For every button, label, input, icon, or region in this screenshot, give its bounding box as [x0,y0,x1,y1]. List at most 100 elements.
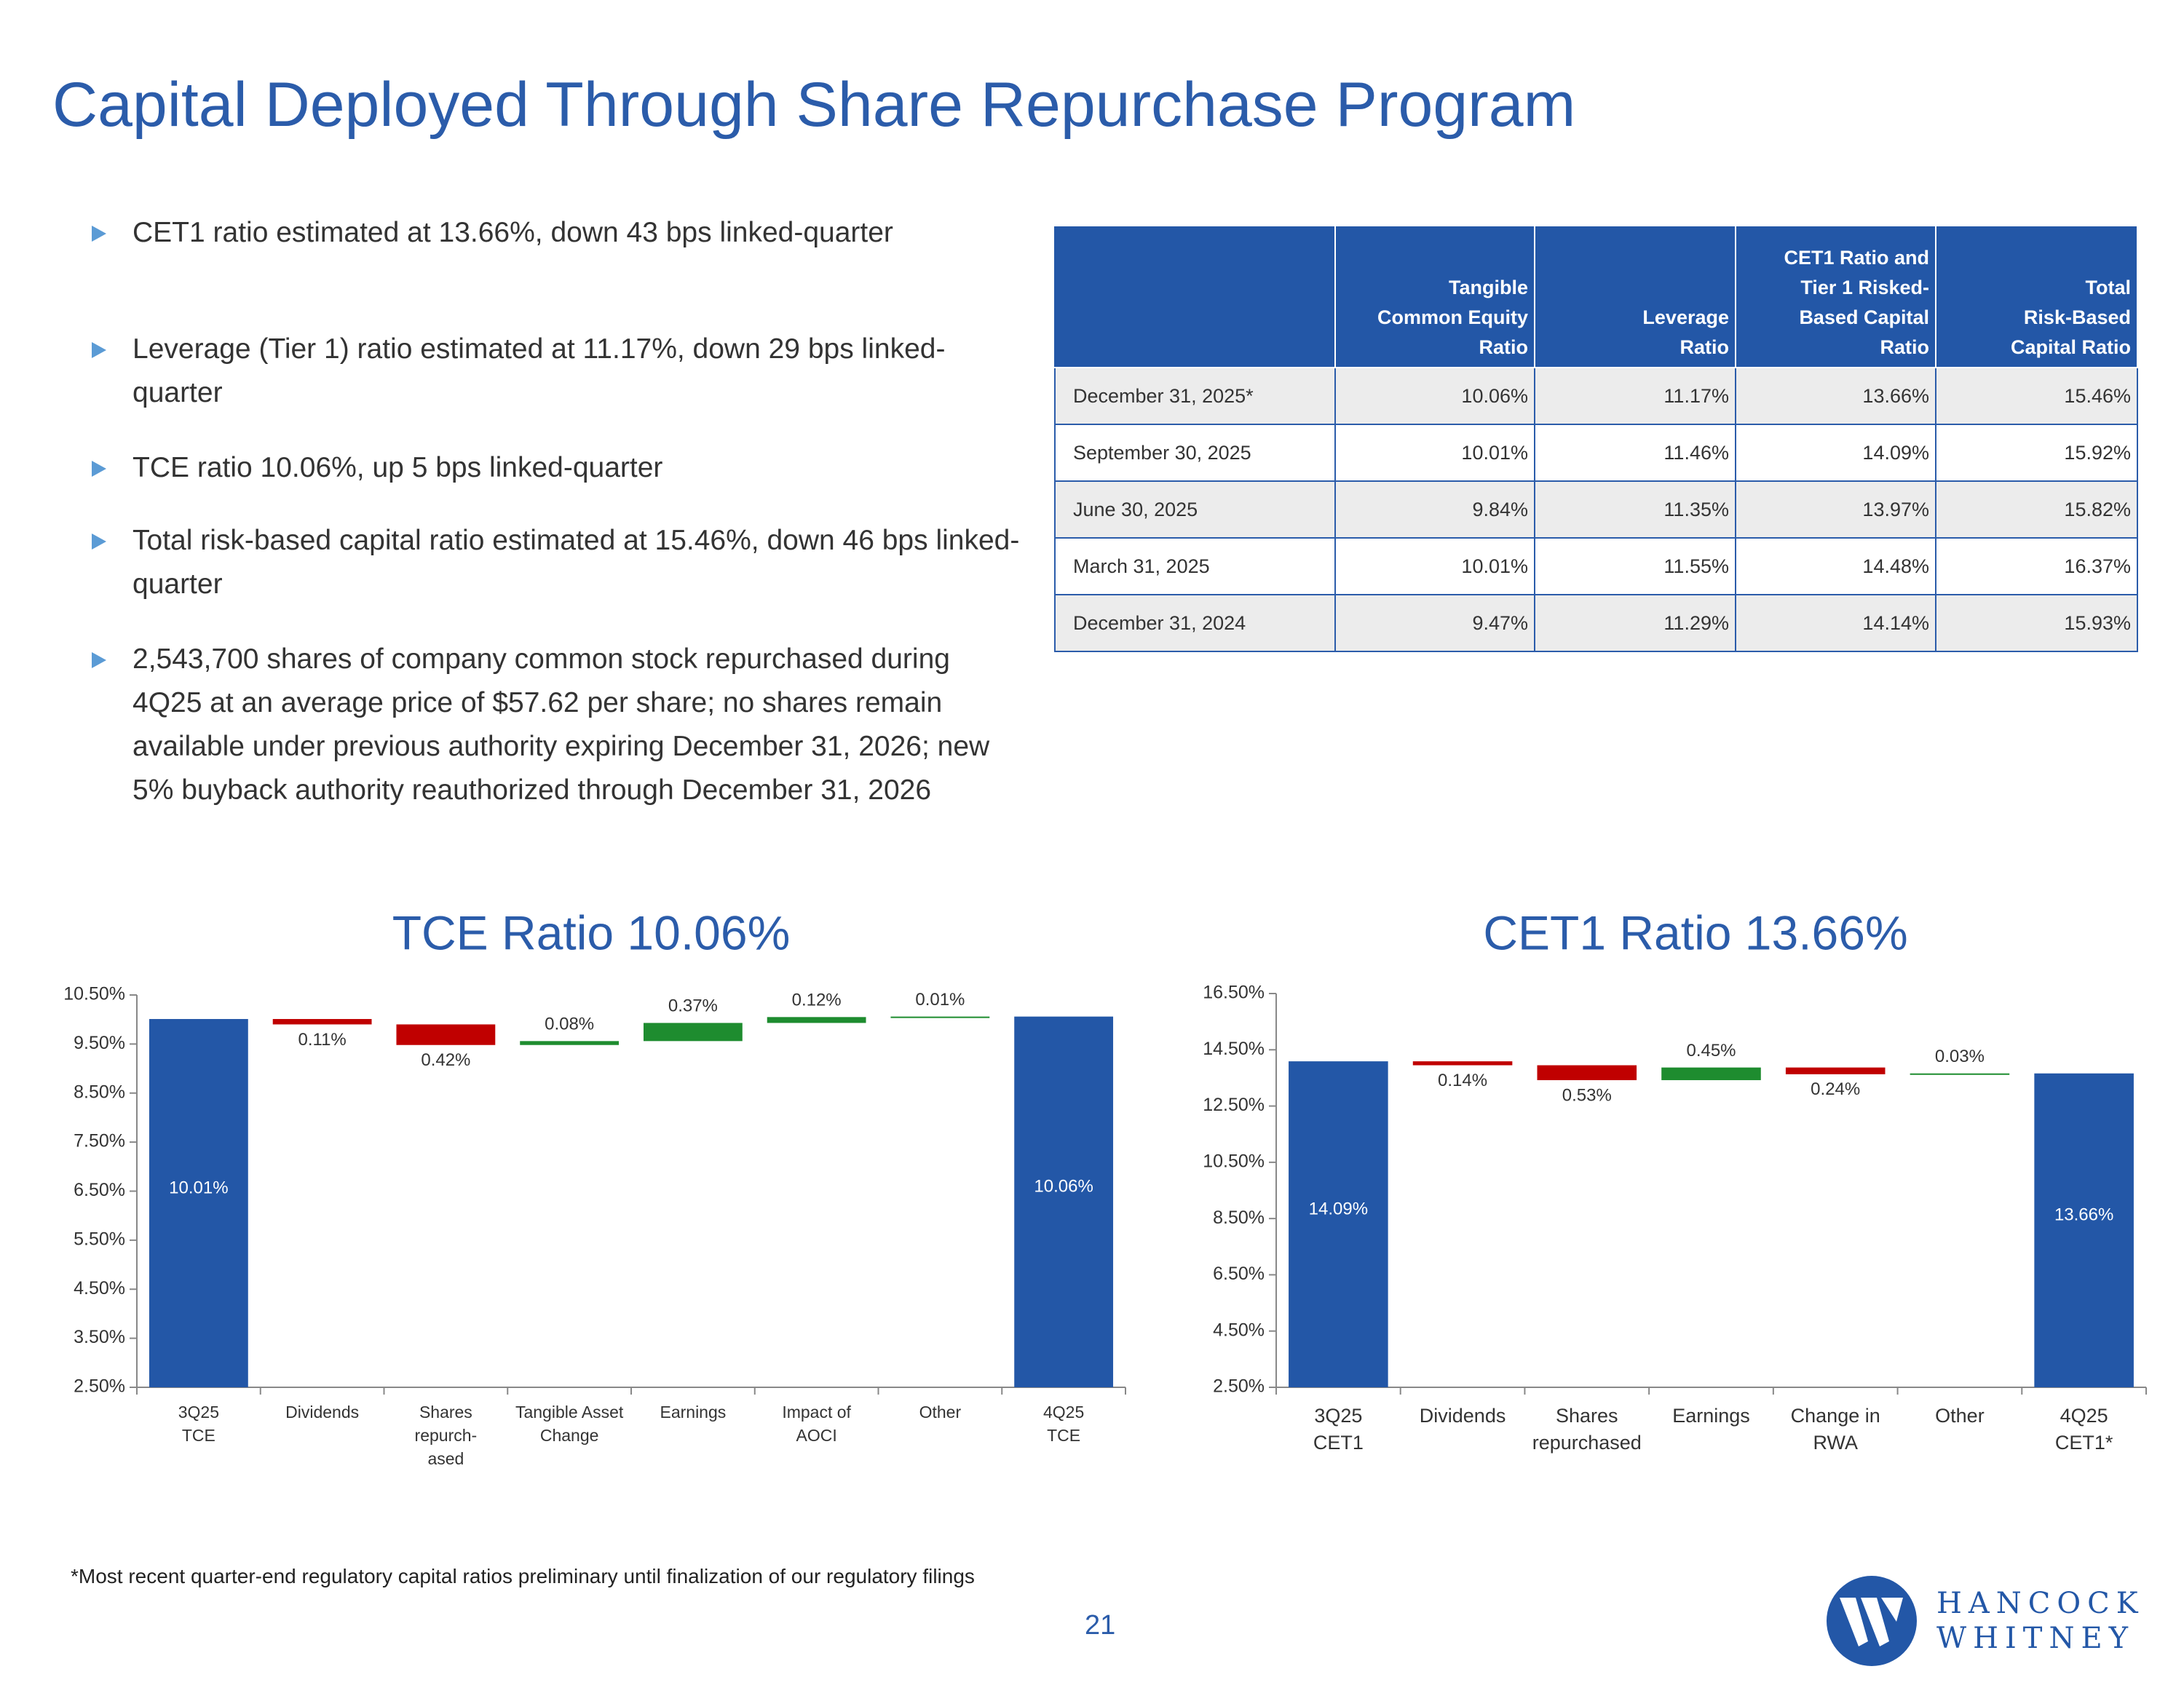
table-cell: 9.47% [1334,594,1535,652]
table-cell: 13.97% [1735,480,1936,539]
x-tick-label-line: repurch- [415,1426,478,1445]
x-tick-label-line: Earnings [1672,1405,1750,1427]
y-tick-label: 4.50% [1213,1320,1265,1340]
x-tick-label: 3Q25 TCE [178,1403,219,1445]
bar [1785,1067,1886,1074]
table-cell: March 31, 2025 [1054,537,1336,595]
bar [1289,1061,1388,1387]
table-cell: 10.01% [1334,424,1535,482]
y-tick-label: 3.50% [74,1327,125,1347]
slide-title: Capital Deployed Through Share Repurchas… [52,70,1576,140]
x-tick-label: Dividends [1420,1405,1506,1427]
x-tick-label-line: TCE [182,1426,215,1445]
y-tick-label: 9.50% [74,1033,125,1053]
footnote: *Most recent quarter-end regulatory capi… [71,1565,975,1587]
header-cell [1054,225,1336,368]
value-label: 10.06% [1034,1177,1093,1197]
x-tick-label: Earnings [1672,1405,1750,1427]
table-cell: 10.06% [1334,367,1535,425]
x-tick-label-line: Shares [1556,1405,1618,1427]
x-tick-label-line: AOCI [796,1426,837,1445]
table-cell: 11.17% [1534,367,1736,425]
x-tick-label-line: 4Q25 [1043,1403,1084,1422]
x-tick-label: Impact of AOCI [782,1403,851,1445]
x-tick-label-line: ased [427,1449,464,1468]
x-tick-label-line: Change [540,1426,599,1445]
x-tick-label: Shares repurch-ased [415,1403,478,1468]
y-tick-label: 14.50% [1203,1039,1265,1059]
x-tick-label-line: RWA [1813,1432,1858,1454]
y-tick-label: 5.50% [74,1229,125,1249]
y-tick-label: 2.50% [74,1376,125,1397]
bar [272,1019,372,1025]
y-tick-label: 16.50% [1203,983,1265,1003]
value-label: 0.03% [1935,1047,1985,1066]
bullet: TCE ratio 10.06%, up 5 bps linked-quarte… [92,446,1021,490]
value-label: 13.66% [2054,1205,2113,1225]
bar [520,1041,620,1045]
x-tick-label-line: Shares [419,1403,472,1422]
header-cell: Leverage Ratio [1534,225,1736,368]
value-label: 0.14% [1438,1071,1487,1090]
value-label: 0.08% [545,1015,594,1034]
value-label: 0.42% [421,1050,470,1070]
table-cell: 10.01% [1334,537,1535,595]
x-tick-label-line: Earnings [660,1403,726,1422]
x-tick-label-line: Other [1935,1405,1985,1427]
x-tick-label-line: TCE [1047,1426,1080,1445]
x-tick-label-line: CET1 [1313,1432,1364,1454]
x-tick-label-line: repurchased [1532,1432,1642,1454]
x-tick-label-line: Impact of [782,1403,851,1422]
capital-table: Tangible Common Equity Ratio Leverage Rat… [1054,225,2138,652]
bar [1537,1065,1637,1081]
table-cell: September 30, 2025 [1054,424,1336,482]
y-tick-label: 10.50% [63,984,125,1004]
table-row: December 31, 2025* 10.06% 11.17% 13.66% 15.4… [1054,367,2138,425]
bar [1014,1016,1114,1387]
table-row: December 31, 2024 9.47% 11.29% 14.14% 15.93% [1054,594,2138,652]
bar [396,1024,496,1045]
value-label: 0.37% [668,996,718,1016]
bar [767,1017,866,1023]
bullet: Leverage (Tier 1) ratio estimated at 11.… [92,328,1021,415]
x-tick-label: Change in RWA [1791,1405,1880,1454]
table-row: September 30, 2025 10.01% 11.46% 14.09% 15.9… [1054,424,2138,482]
x-tick-label-line: Other [919,1403,962,1422]
table-row: June 30, 2025 9.84% 11.35% 13.97% 15.82% [1054,480,2138,539]
y-tick-label: 8.50% [74,1082,125,1102]
x-tick-label-line: Tangible Asset [515,1403,624,1422]
x-tick-label: Shares repurchased [1532,1405,1642,1454]
x-tick-label-line: CET1* [2055,1432,2113,1454]
bar [643,1023,743,1042]
value-label: 0.53% [1562,1085,1612,1105]
value-label: 14.09% [1309,1199,1368,1218]
x-tick-label-line: 3Q25 [178,1403,219,1422]
value-label: 0.12% [792,991,842,1010]
table-cell: 14.48% [1735,537,1936,595]
x-tick-label: Tangible Asset Change [515,1403,624,1445]
x-tick-label: 4Q25 TCE [1043,1403,1084,1445]
page-number: 21 [1085,1610,1116,1641]
table-cell: 15.46% [1935,367,2138,425]
table-cell: December 31, 2025* [1054,367,1336,425]
header-cell: CET1 Ratio and Tier 1 Risked- Based Capi… [1735,225,1936,368]
table-cell: 9.84% [1334,480,1535,539]
bar [1910,1073,2010,1075]
table-cell: 15.93% [1935,594,2138,652]
x-tick-label: 3Q25 CET1 [1313,1405,1364,1454]
x-tick-label-line: 4Q25 [2060,1405,2108,1427]
x-tick-label-line: Dividends [1420,1405,1506,1427]
y-tick-label: 6.50% [1213,1264,1265,1284]
bullet: CET1 ratio estimated at 13.66%, down 43 … [92,211,1021,255]
value-label: 0.01% [915,990,965,1010]
table-cell: 11.29% [1534,594,1736,652]
bar [149,1019,248,1387]
y-tick-label: 2.50% [1213,1376,1265,1397]
value-label: 10.01% [169,1178,228,1197]
y-tick-label: 8.50% [1213,1208,1265,1228]
table-cell: 16.37% [1935,537,2138,595]
y-tick-label: 10.50% [1203,1151,1265,1171]
table-cell: 14.14% [1735,594,1936,652]
